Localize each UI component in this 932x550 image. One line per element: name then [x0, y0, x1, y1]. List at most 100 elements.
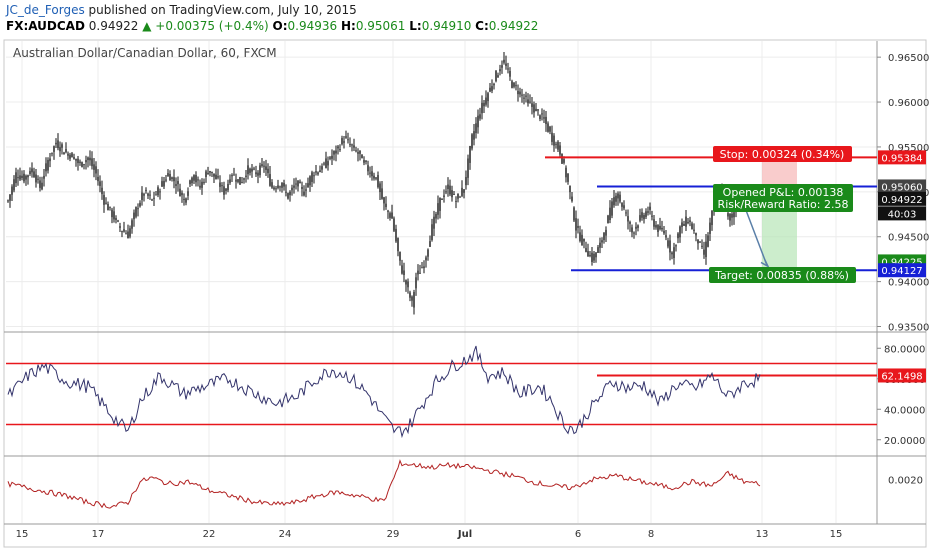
price-badge-text: 0.94922	[881, 195, 922, 206]
candle-body	[699, 241, 701, 243]
candle-body	[145, 189, 147, 192]
candle-body	[573, 207, 575, 221]
author-link[interactable]: JC_de_Forges	[6, 3, 85, 17]
candle-body	[359, 150, 361, 154]
candle-body	[593, 253, 595, 261]
candle-body	[77, 158, 79, 164]
candle-body	[295, 183, 297, 185]
candle-body	[199, 185, 201, 188]
level-lines	[545, 156, 877, 272]
candle-body	[465, 177, 467, 186]
candle-body	[365, 160, 367, 162]
candle-body	[387, 210, 389, 212]
candle-body	[731, 213, 733, 218]
candle-body	[645, 211, 647, 217]
candle-body	[563, 159, 565, 163]
candle-body	[151, 199, 153, 201]
candle-body	[727, 213, 729, 217]
candle-body	[207, 172, 209, 175]
candle-body	[57, 140, 59, 149]
candle-body	[61, 144, 63, 148]
candle-body	[625, 212, 627, 214]
candle-body	[327, 161, 329, 166]
candle-body	[589, 254, 591, 256]
candle-body	[637, 225, 639, 228]
candle-body	[455, 200, 457, 202]
candle-body	[379, 183, 381, 193]
candle-body	[267, 168, 269, 174]
candle-body	[513, 82, 515, 87]
candle-body	[235, 179, 237, 182]
candle-body	[131, 220, 133, 229]
candle-body	[535, 108, 537, 112]
candle-body	[711, 210, 713, 226]
candle-body	[283, 182, 285, 187]
candle-body	[559, 145, 561, 155]
candle-body	[31, 168, 33, 173]
candle-body	[569, 185, 571, 193]
candle-body	[127, 231, 129, 239]
time-tick-label: 6	[575, 529, 581, 540]
candle-body	[193, 175, 195, 181]
candle-body	[159, 191, 161, 193]
candle-body	[11, 186, 13, 195]
candle-body	[373, 175, 375, 179]
candle-body	[45, 163, 47, 172]
candle-body	[697, 239, 699, 244]
candle-body	[525, 95, 527, 97]
candle-body	[441, 198, 443, 200]
candle-body	[353, 145, 355, 148]
trade-zones	[762, 157, 797, 271]
candle-body	[309, 176, 311, 186]
candle-body	[657, 225, 659, 233]
candle-body	[241, 181, 243, 183]
candle-body	[507, 68, 509, 70]
candle-body	[567, 173, 569, 182]
candle-body	[89, 157, 91, 161]
candle-body	[547, 123, 549, 132]
candle-body	[135, 207, 137, 217]
candle-body	[335, 150, 337, 154]
chart-frame	[3, 39, 927, 548]
rsi-badge-text: 62.1498	[881, 371, 922, 382]
candle-body	[73, 157, 75, 159]
candle-body	[515, 85, 517, 87]
candle-body	[249, 168, 251, 173]
candle-body	[407, 281, 409, 288]
candle-body	[649, 206, 651, 210]
candle-body	[107, 203, 109, 211]
time-tick-label: 15	[830, 529, 843, 540]
candle-body	[647, 211, 649, 213]
candle-body	[615, 195, 617, 202]
candle-body	[93, 164, 95, 170]
candle-body	[165, 179, 167, 181]
candle-body	[433, 216, 435, 229]
candle-body	[635, 226, 637, 229]
candle-body	[677, 233, 679, 239]
candle-body	[103, 195, 105, 205]
candle-body	[289, 191, 291, 196]
candle-body	[113, 211, 115, 220]
candle-body	[143, 193, 145, 196]
symbol: FX:AUDCAD	[6, 19, 85, 33]
candle-body	[39, 180, 41, 188]
low-label: L:	[409, 19, 422, 33]
candle-body	[501, 65, 503, 68]
time-tick-label: 17	[92, 529, 105, 540]
price-badge-text: 40:03	[888, 209, 917, 220]
candle-body	[227, 183, 229, 191]
candle-body	[419, 272, 421, 274]
candle-body	[499, 69, 501, 72]
candle-body	[733, 212, 735, 218]
candle-body	[695, 232, 697, 236]
candle-body	[49, 158, 51, 162]
candle-body	[553, 135, 555, 146]
candle-body	[479, 114, 481, 119]
candle-body	[293, 185, 295, 188]
candle-body	[85, 160, 87, 163]
candle-body	[517, 90, 519, 95]
candle-body	[229, 179, 231, 183]
candle-body	[321, 166, 323, 170]
candle-body	[555, 143, 557, 145]
